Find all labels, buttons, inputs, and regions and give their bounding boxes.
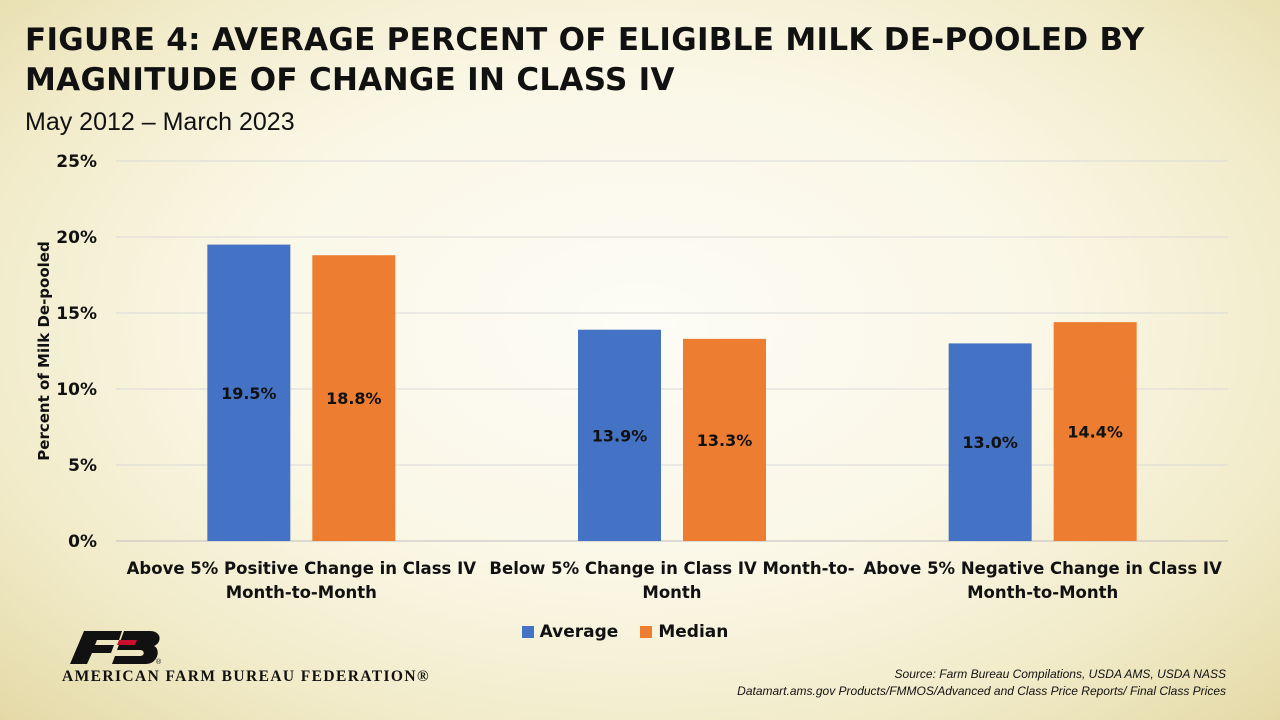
legend-swatch-average [521, 626, 534, 638]
legend-label-average: Average [539, 622, 619, 642]
data-label: 18.8% [326, 389, 382, 408]
chart-title: FIGURE 4: AVERAGE PERCENT OF ELIGIBLE MI… [25, 22, 1145, 98]
organization-name: AMERICAN FARM BUREAU FEDERATION® [62, 668, 430, 685]
y-tick-label: 0% [68, 532, 97, 552]
legend-swatch-median [640, 626, 653, 638]
fb-logo-icon: ® [70, 631, 162, 666]
bar-median [683, 338, 766, 541]
y-tick-label: 20% [56, 228, 97, 248]
x-category-label: Month-to-Month [226, 583, 377, 602]
chart-subtitle: May 2012 – March 2023 [25, 108, 295, 136]
y-tick-label: 25% [56, 152, 97, 172]
y-axis-title: Percent of Milk De-pooled [35, 241, 53, 460]
svg-text:®: ® [156, 658, 162, 666]
legend-label-median: Median [658, 622, 729, 642]
source-note: Source: Farm Bureau Compilations, USDA A… [737, 666, 1226, 700]
bar-median [1053, 322, 1137, 541]
x-category-label: Above 5% Negative Change in Class IV [863, 559, 1222, 578]
legend-item-median: Median [640, 622, 728, 642]
data-label: 13.9% [592, 426, 648, 445]
bar-average [578, 329, 661, 541]
y-tick-label: 5% [68, 456, 97, 476]
y-tick-label: 10% [56, 380, 97, 400]
afbf-logo: ® AMERICAN FARM BUREAU FEDERATION® [62, 628, 462, 688]
x-category-label: Below 5% Change in Class IV Month-to- [489, 559, 854, 578]
bar-average [948, 343, 1032, 541]
data-label: 14.4% [1067, 423, 1123, 442]
bar-median [312, 255, 396, 542]
data-label: 19.5% [221, 384, 277, 403]
x-category-label: Month [642, 583, 701, 602]
x-category-label: Month-to-Month [967, 583, 1118, 602]
bar-chart: 0% 5% 10% 15% 20% 25% Percent of Milk De-poole… [35, 152, 1228, 602]
chart-legend: Average Median [0, 622, 1250, 642]
data-label: 13.3% [697, 431, 753, 450]
data-label: 13.0% [962, 433, 1018, 452]
source-line-2: Datamart.ams.gov Products/FMMOS/Advanced… [737, 684, 1226, 698]
x-category-label: Above 5% Positive Change in Class IV [127, 559, 477, 578]
bar-average [207, 244, 291, 541]
legend-item-average: Average [521, 622, 619, 642]
source-line-1: Source: Farm Bureau Compilations, USDA A… [894, 667, 1226, 681]
y-tick-label: 15% [56, 304, 97, 324]
